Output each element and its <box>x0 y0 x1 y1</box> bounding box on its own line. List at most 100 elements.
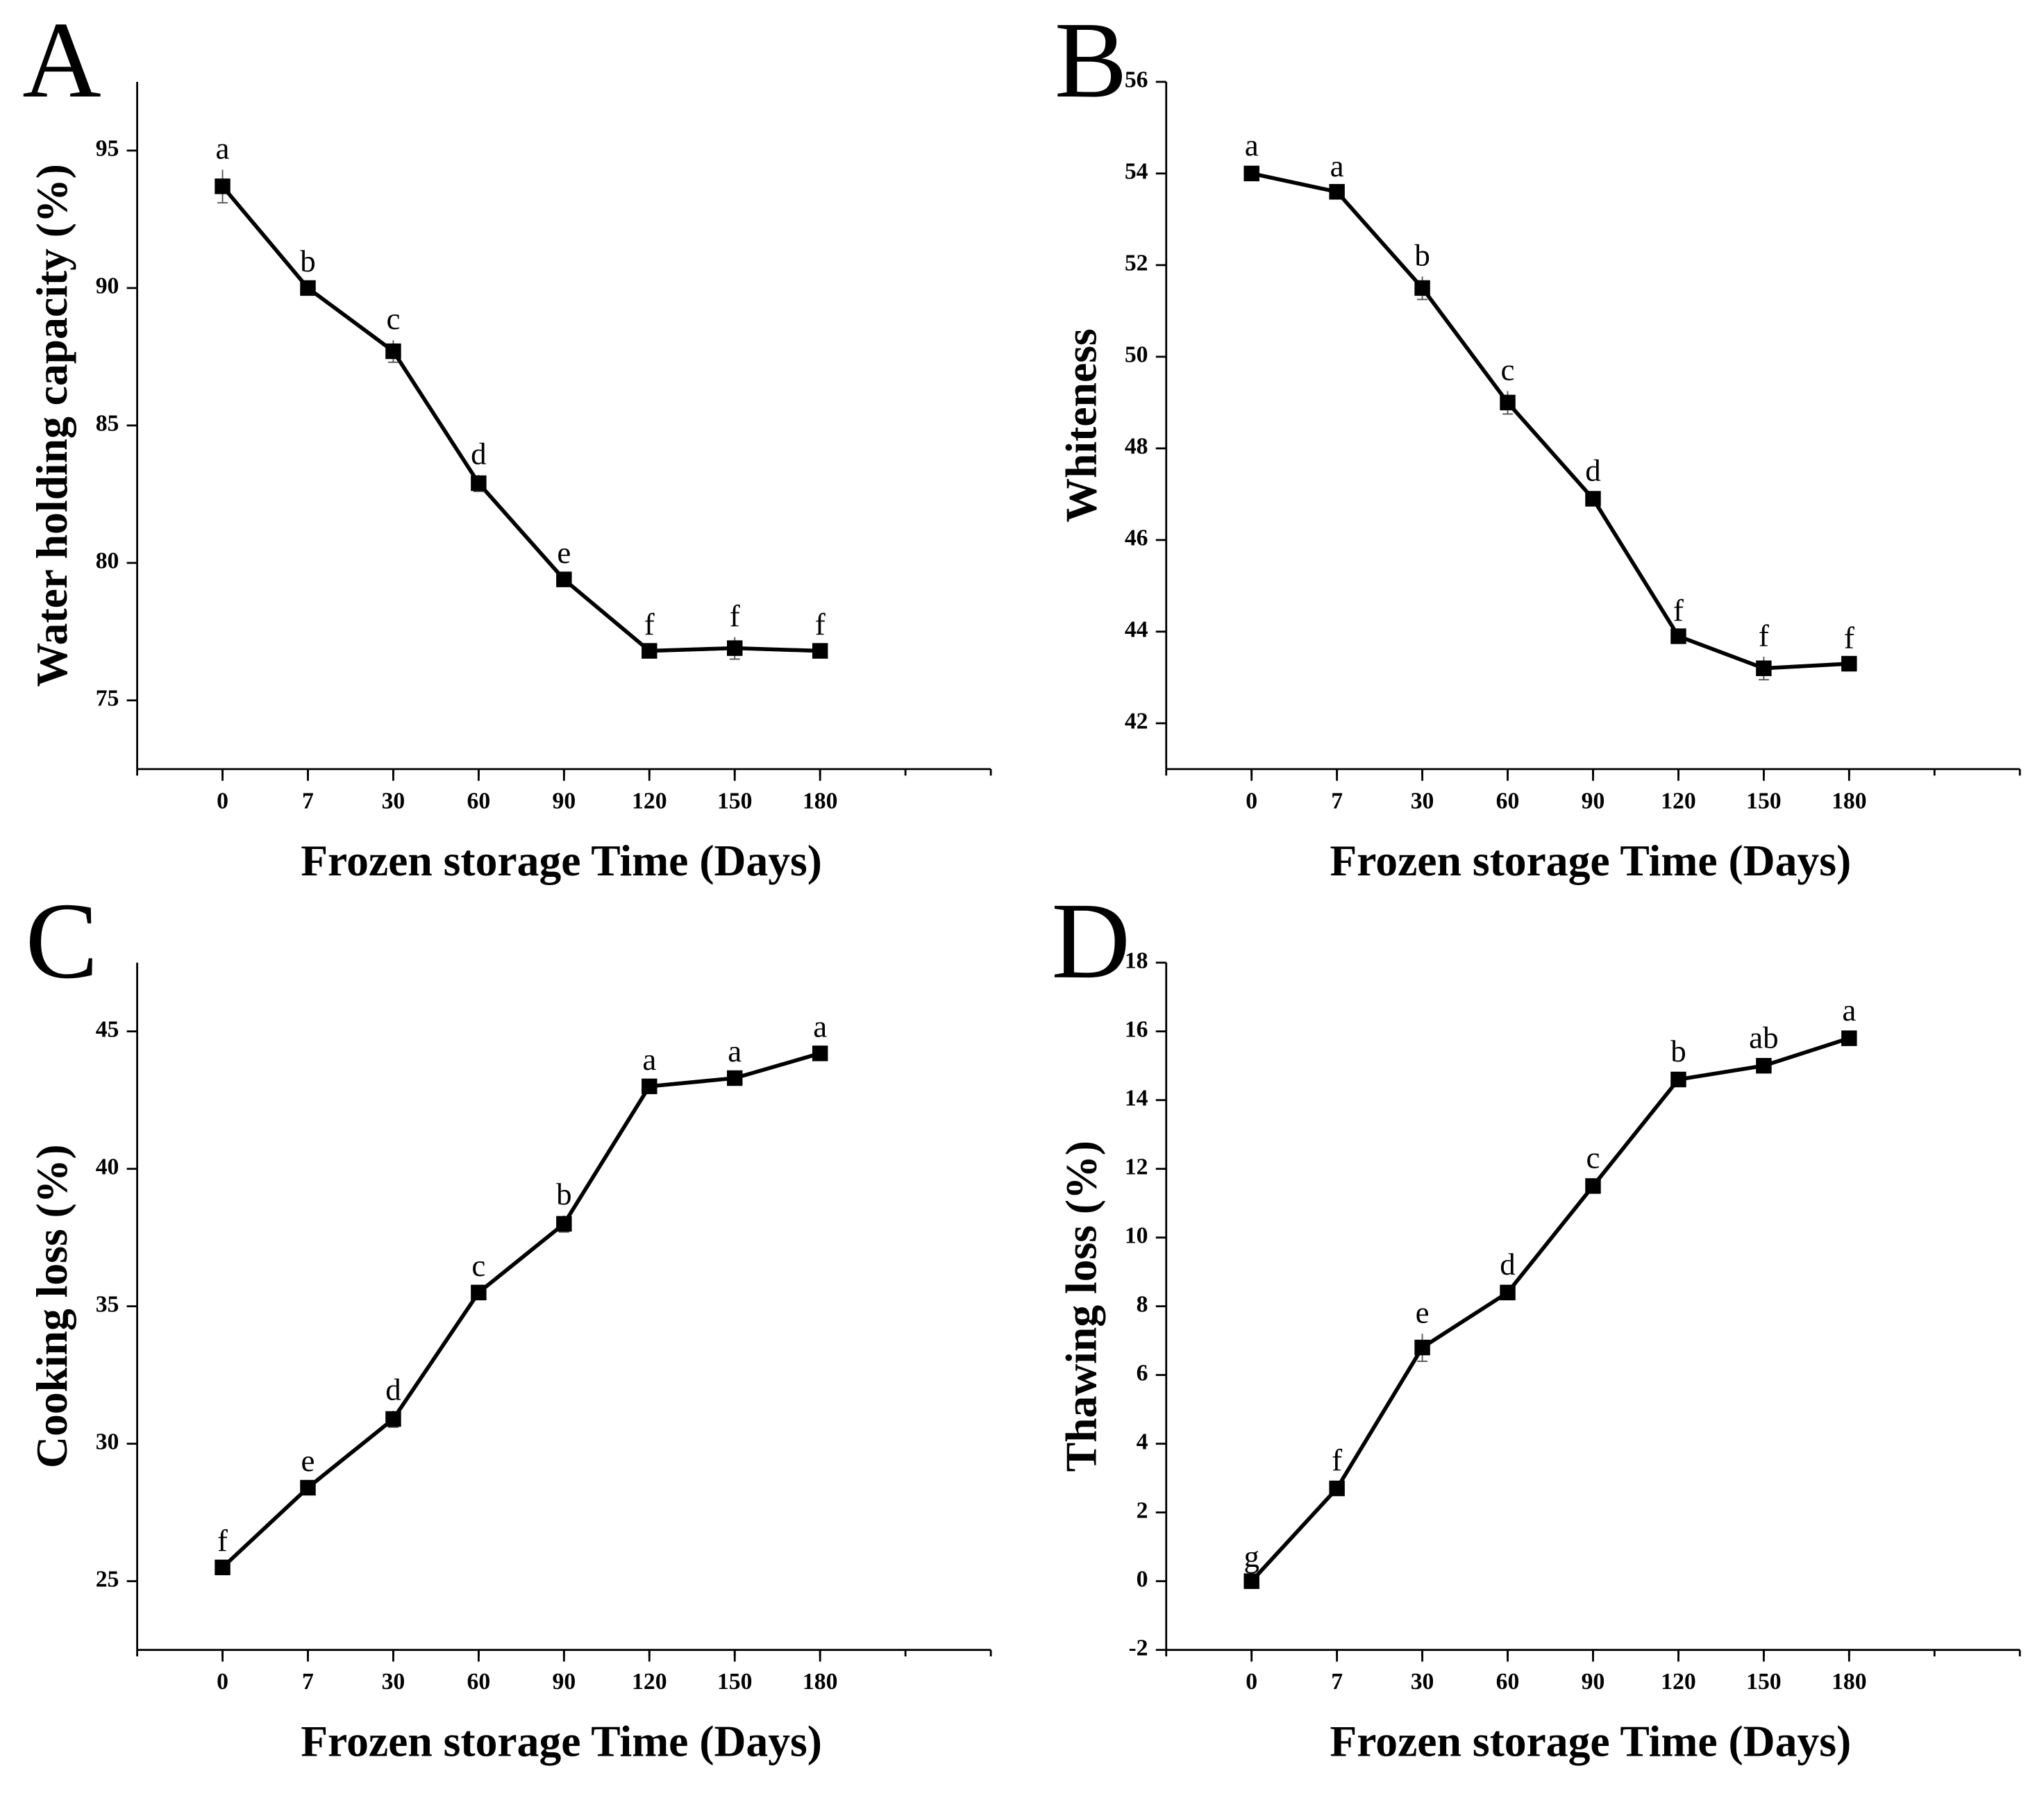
y-axis-label: Whiteness <box>1056 328 1105 522</box>
x-tick-label: 7 <box>1331 788 1343 814</box>
marker <box>1243 165 1259 182</box>
x-tick-label: 30 <box>1411 1669 1434 1695</box>
x-tick-label: 30 <box>382 788 405 814</box>
point-label: a <box>216 131 230 166</box>
y-tick-label: 42 <box>1125 709 1148 734</box>
y-tick-label: 75 <box>96 686 119 712</box>
y-tick-label: 16 <box>1125 1016 1148 1042</box>
point-label: b <box>1414 238 1430 273</box>
x-tick-label: 150 <box>1746 788 1782 814</box>
y-tick-label: 56 <box>1125 67 1148 93</box>
x-tick-label: 150 <box>717 788 753 814</box>
y-tick-label: 46 <box>1125 526 1148 551</box>
point-label: f <box>730 598 740 633</box>
x-tick-label: 150 <box>717 1669 753 1695</box>
x-tick-label: 60 <box>1496 1669 1520 1695</box>
x-tick-label: 180 <box>803 788 838 814</box>
point-label: d <box>471 436 486 471</box>
x-tick-label: 30 <box>1411 788 1434 814</box>
point-label: a <box>1842 993 1856 1027</box>
marker <box>1585 491 1601 507</box>
y-tick-label: 30 <box>96 1429 119 1454</box>
marker <box>300 1479 316 1496</box>
point-label: a <box>1245 128 1259 162</box>
point-label: c <box>471 1248 485 1283</box>
point-label: d <box>1500 1247 1515 1282</box>
panel-letter: A <box>22 0 101 121</box>
point-label: b <box>1670 1034 1686 1068</box>
point-label: g <box>1243 1539 1259 1574</box>
point-label: a <box>1330 149 1344 183</box>
x-tick-label: 0 <box>217 1669 228 1695</box>
y-tick-label: 50 <box>1125 342 1148 368</box>
point-label: d <box>385 1372 401 1406</box>
point-label: d <box>1585 453 1600 488</box>
panel-letter: C <box>26 881 99 1002</box>
panel-letter: D <box>1051 881 1130 1002</box>
y-tick-label: 48 <box>1125 434 1148 460</box>
point-label: ab <box>1749 1020 1778 1055</box>
marker <box>471 1284 487 1301</box>
point-label: f <box>1844 621 1854 655</box>
point-label: a <box>728 1034 742 1068</box>
data-line <box>1250 1036 1850 1583</box>
y-axis-label: Cooking loss (%) <box>27 1144 76 1468</box>
x-tick-label: 0 <box>1246 788 1257 814</box>
marker <box>556 571 572 587</box>
x-tick-label: 60 <box>467 1669 491 1695</box>
y-tick-label: 18 <box>1125 948 1148 973</box>
y-tick-label: 85 <box>96 411 119 437</box>
x-tick-label: 90 <box>553 788 576 814</box>
x-tick-label: 180 <box>1832 1669 1867 1695</box>
marker <box>215 1559 231 1576</box>
x-tick-label: 7 <box>1331 1669 1343 1695</box>
marker <box>1500 394 1516 411</box>
y-tick-label: 35 <box>96 1291 119 1317</box>
marker <box>812 643 828 659</box>
x-tick-label: 0 <box>217 788 228 814</box>
point-label: f <box>1332 1443 1342 1477</box>
x-tick-label: 120 <box>632 1669 667 1695</box>
point-label: c <box>1501 352 1515 387</box>
y-tick-label: 44 <box>1125 617 1148 643</box>
marker <box>1756 1057 1772 1074</box>
x-tick-label: 180 <box>1832 788 1867 814</box>
x-tick-label: 120 <box>1661 788 1696 814</box>
x-tick-label: 7 <box>302 788 314 814</box>
y-tick-label: 90 <box>96 274 119 299</box>
y-tick-label: 6 <box>1137 1360 1148 1386</box>
y-tick-label: -2 <box>1128 1635 1148 1661</box>
x-axis-label: Frozen storage Time (Days) <box>301 836 822 885</box>
marker <box>556 1216 572 1232</box>
x-tick-label: 30 <box>382 1669 405 1695</box>
y-tick-label: 10 <box>1125 1223 1148 1248</box>
marker <box>385 343 401 360</box>
marker <box>1670 1071 1686 1088</box>
point-label: c <box>386 301 400 336</box>
marker <box>727 1070 743 1086</box>
marker <box>642 1078 657 1095</box>
x-axis-label: Frozen storage Time (Days) <box>1330 836 1851 885</box>
y-axis-label: Thawing loss (%) <box>1056 1141 1105 1472</box>
y-tick-label: 4 <box>1137 1429 1148 1454</box>
y-tick-label: 52 <box>1125 251 1148 276</box>
x-tick-label: 60 <box>467 788 491 814</box>
x-tick-label: 7 <box>302 1669 314 1695</box>
y-tick-label: 12 <box>1125 1154 1148 1179</box>
point-label: f <box>1759 618 1769 653</box>
marker <box>1414 280 1430 296</box>
marker <box>727 640 743 656</box>
x-tick-label: 60 <box>1496 788 1520 814</box>
y-tick-label: 14 <box>1125 1085 1148 1111</box>
point-label: e <box>1416 1295 1430 1329</box>
marker <box>812 1045 828 1061</box>
marker <box>1841 1030 1857 1046</box>
marker <box>1243 1573 1259 1589</box>
point-label: b <box>300 244 315 278</box>
point-label: a <box>642 1042 656 1077</box>
marker <box>1670 628 1686 644</box>
marker <box>215 178 231 194</box>
x-tick-label: 90 <box>1582 1669 1605 1695</box>
